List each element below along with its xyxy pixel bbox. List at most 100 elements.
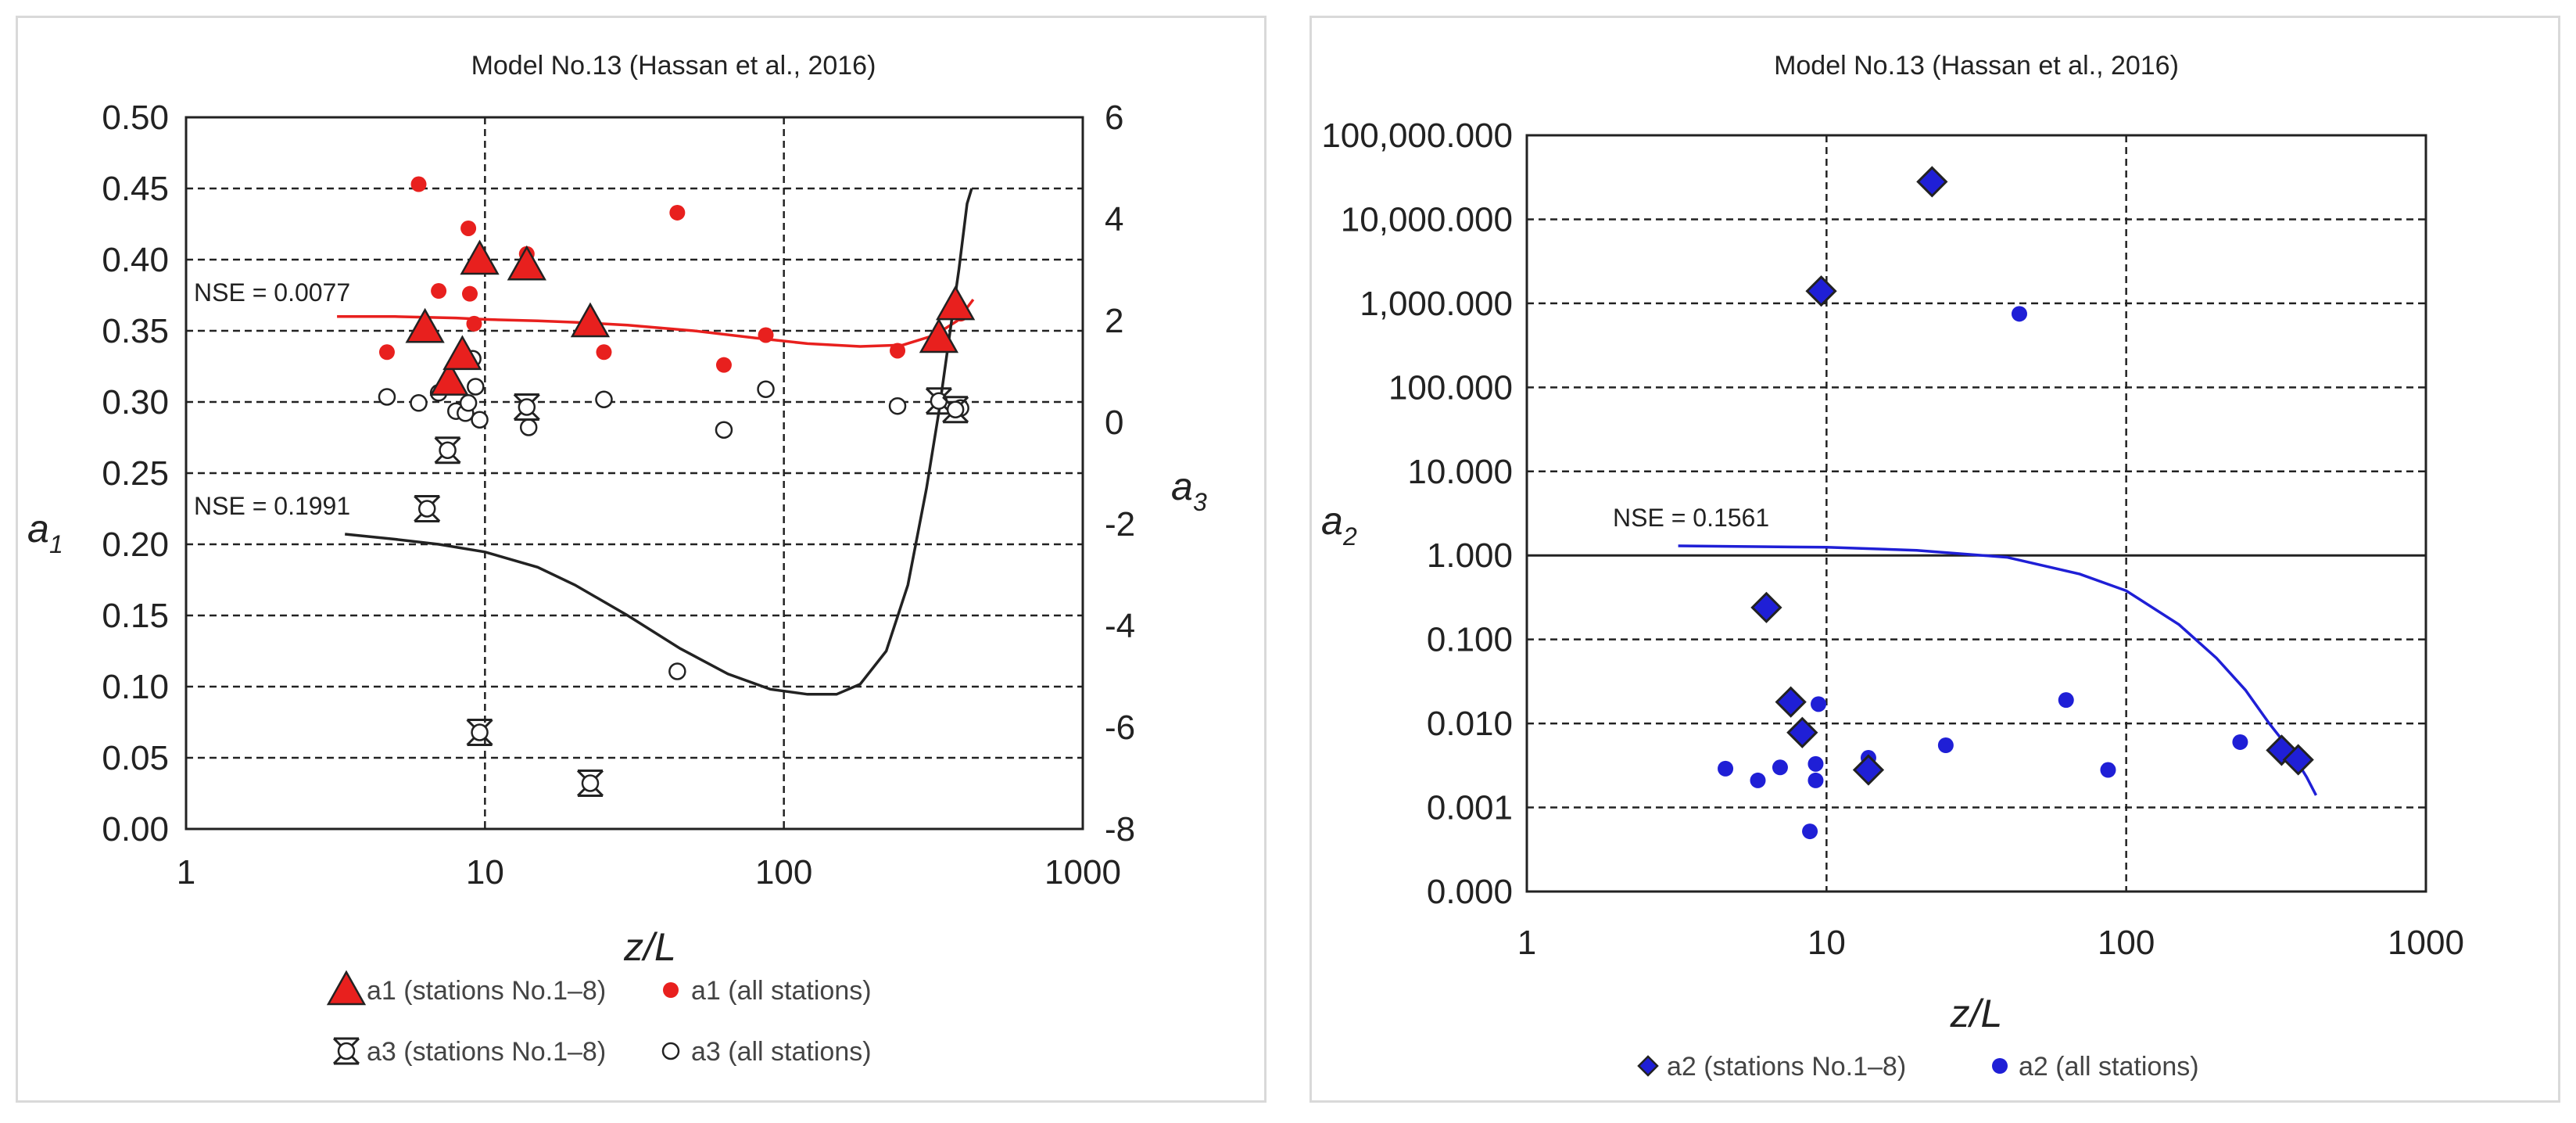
left-chart: Model No.13 (Hassan et al., 2016) 0.00 0.0… xyxy=(27,51,1207,1067)
data-point-a2-station xyxy=(1775,686,1807,718)
data-point-a3-all xyxy=(410,394,428,412)
y-right-tick-label: -6 xyxy=(1105,709,1135,747)
data-point-a2-all xyxy=(1807,755,1824,772)
chart-title: Model No.13 (Hassan et al., 2016) xyxy=(1774,51,2179,81)
legend-marker xyxy=(1992,1058,2008,1074)
x-tick-label: 100 xyxy=(755,853,812,892)
data-point-a1-all xyxy=(410,176,427,192)
data-point-a2-station xyxy=(1852,754,1885,786)
y-tick-label: 1.000 xyxy=(1427,536,1513,575)
data-point-a2-station xyxy=(1750,591,1782,623)
y-tick-label: 0.000 xyxy=(1427,873,1513,911)
data-point-a2-station xyxy=(1786,716,1818,748)
y-left-tick-label: 0.15 xyxy=(102,597,169,635)
data-point-a1-all xyxy=(715,357,732,373)
y-tick-label: 1,000.000 xyxy=(1360,285,1513,323)
data-point-a1-station xyxy=(405,307,445,343)
y-tick-label: 100.000 xyxy=(1388,368,1513,407)
plot-frame xyxy=(185,116,1084,831)
y-axis-label: a xyxy=(1321,499,1343,543)
data-point-a3-all xyxy=(459,394,478,412)
legend-marker xyxy=(663,982,679,998)
data-point-a1-all xyxy=(466,315,482,332)
data-point-a1-station xyxy=(460,239,500,275)
data-point-a3-station-ring xyxy=(930,392,948,410)
x-tick-label: 10 xyxy=(1807,924,1846,962)
x-axis-label: z/L xyxy=(623,925,676,969)
data-point-a1-all xyxy=(669,204,686,221)
x-tick-label: 100 xyxy=(2098,924,2155,962)
y-tick-label: 0.100 xyxy=(1427,621,1513,659)
x-tick-label: 1 xyxy=(177,853,195,892)
legend-label: a2 (all stations) xyxy=(2019,1052,2199,1082)
y-left-tick-label: 0.10 xyxy=(102,668,169,706)
legend-marker-ring xyxy=(337,1042,356,1060)
data-point-a1-station xyxy=(936,285,976,321)
right-chart: Model No.13 (Hassan et al., 2016) 0.000 0.… xyxy=(1321,51,2464,1082)
legend-label: a3 (stations No.1–8) xyxy=(367,1037,606,1067)
fit-curve-a3 xyxy=(345,188,973,696)
y-tick-label: 10,000.000 xyxy=(1341,200,1513,239)
data-point-a1-station xyxy=(442,335,482,371)
y-left-tick-label: 0.45 xyxy=(102,170,169,208)
y-right-tick-label: -2 xyxy=(1105,505,1135,544)
y-tick-label: 0.001 xyxy=(1427,789,1513,827)
data-point-a2-station xyxy=(2282,744,2314,776)
data-point-a2-all xyxy=(1807,772,1824,788)
nse-annotation-a3: NSE = 0.1991 xyxy=(194,492,350,520)
data-point-a2-all xyxy=(1772,759,1788,776)
data-point-a1-station xyxy=(507,245,546,281)
data-point-a1-all xyxy=(890,343,906,359)
data-point-a1-all xyxy=(378,344,395,361)
y-tick-label: 100,000.000 xyxy=(1321,117,1513,155)
data-point-a3-all xyxy=(519,418,538,436)
nse-annotation-a2: NSE = 0.1561 xyxy=(1613,504,1769,532)
data-point-a3-all xyxy=(378,388,396,406)
y-left-axis-label: a xyxy=(27,507,49,551)
y-tick-label: 10.000 xyxy=(1407,453,1513,491)
data-point-a2-all xyxy=(1750,772,1766,788)
legend-label: a1 (stations No.1–8) xyxy=(367,976,606,1006)
legend-marker xyxy=(661,1042,680,1060)
left-chart-panel: Model No.13 (Hassan et al., 2016) 0.00 0.0… xyxy=(16,16,1267,1103)
y-axis-label-sub: 2 xyxy=(1342,522,1357,551)
data-point-a1-station xyxy=(919,318,959,353)
data-point-a1-all xyxy=(461,285,478,302)
x-axis-label: z/L xyxy=(1950,992,2003,1035)
data-point-a2-all xyxy=(1718,760,1734,777)
legend-label: a1 (all stations) xyxy=(691,976,872,1006)
y-right-tick-label: -8 xyxy=(1105,810,1135,849)
y-right-tick-label: 2 xyxy=(1105,302,1123,340)
right-chart-panel: Model No.13 (Hassan et al., 2016) 0.000 0.… xyxy=(1309,16,2560,1103)
y-right-tick-label: 6 xyxy=(1105,99,1123,137)
chart-title: Model No.13 (Hassan et al., 2016) xyxy=(471,51,876,81)
y-right-tick-label: 4 xyxy=(1105,200,1123,239)
x-tick-label: 1 xyxy=(1517,924,1536,962)
data-point-a3-all xyxy=(471,411,489,429)
data-point-a1-all xyxy=(596,344,612,361)
data-point-a2-station xyxy=(1805,275,1837,307)
data-point-a2-all xyxy=(1802,823,1818,840)
data-point-a2-all xyxy=(2058,692,2074,709)
legend-marker xyxy=(1637,1055,1659,1077)
legend-label: a3 (all stations) xyxy=(691,1037,872,1067)
data-point-a1-all xyxy=(431,283,447,300)
y-right-axis-label: a xyxy=(1171,465,1193,508)
y-left-tick-label: 0.00 xyxy=(102,810,169,849)
y-right-tick-label: 0 xyxy=(1105,404,1123,442)
x-tick-label: 10 xyxy=(466,853,504,892)
x-tick-label: 1000 xyxy=(2388,924,2464,962)
data-point-a2-all xyxy=(1811,696,1827,712)
y-left-tick-label: 0.30 xyxy=(102,383,169,422)
data-point-a2-all xyxy=(2011,306,2027,322)
data-point-a3-all xyxy=(757,380,775,398)
data-point-a3-station-ring xyxy=(581,774,600,792)
plot-frame xyxy=(1525,134,2427,893)
fit-curve-a2 xyxy=(1678,544,2318,796)
y-right-tick-label: -4 xyxy=(1105,607,1135,645)
x-tick-label: 1000 xyxy=(1044,853,1121,892)
data-point-a3-all xyxy=(595,390,613,408)
legend-label: a2 (stations No.1–8) xyxy=(1667,1052,1906,1082)
fit-curve-a1 xyxy=(337,298,975,348)
y-left-tick-label: 0.25 xyxy=(102,454,169,493)
